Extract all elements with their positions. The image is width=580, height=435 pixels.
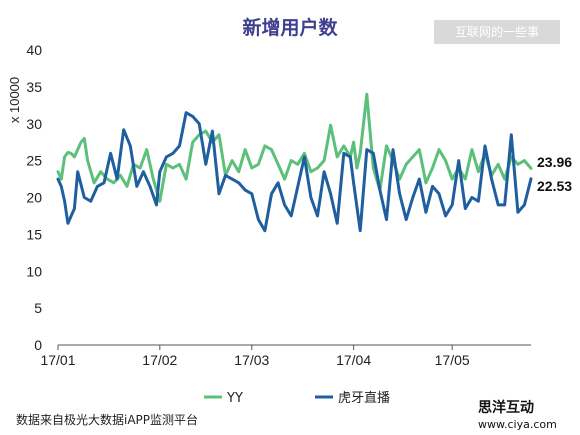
y-tick-label: 5 [34, 300, 42, 316]
end-label-yy: 23.96 [537, 154, 572, 170]
y-axis-label: x 10000 [7, 77, 22, 123]
y-tick-label: 25 [26, 153, 42, 169]
series-line-huya [56, 111, 533, 233]
brand-name: 思洋互动 [478, 399, 534, 416]
y-tick-label: 35 [26, 79, 42, 95]
y-axis: 0 5 10 15 20 25 30 35 40 [26, 42, 42, 353]
y-tick-label: 20 [26, 190, 42, 206]
end-label-huya: 22.53 [537, 178, 572, 194]
watermark-box [434, 20, 560, 44]
x-tick-label: 17/04 [336, 352, 371, 368]
watermark-text: 互联网的一些事 [455, 24, 539, 39]
series-line-yy [56, 92, 533, 203]
y-tick-label: 15 [26, 226, 42, 242]
x-tick-label: 17/03 [234, 352, 269, 368]
x-tick-label: 17/02 [142, 352, 177, 368]
watermark: 互联网的一些事 [434, 20, 560, 44]
y-tick-label: 10 [26, 263, 42, 279]
x-axis: 17/01 17/02 17/03 17/04 17/05 [40, 344, 531, 368]
y-tick-label: 0 [34, 337, 42, 353]
brand-url: www.ciya.com [478, 418, 557, 431]
y-tick-label: 40 [26, 42, 42, 58]
source-note: 数据来自极光大数据iAPP监测平台 [16, 412, 198, 427]
brand-logo: 思洋互动 www.ciya.com [478, 399, 557, 431]
y-tick-label: 30 [26, 116, 42, 132]
plot-area [56, 92, 533, 233]
legend-label-yy: YY [226, 391, 243, 406]
x-tick-label: 17/05 [435, 352, 470, 368]
x-tick-label: 17/01 [40, 352, 75, 368]
chart-title: 新增用户数 [242, 16, 338, 39]
legend: YY 虎牙直播 [204, 391, 390, 406]
legend-label-huya: 虎牙直播 [338, 391, 390, 406]
